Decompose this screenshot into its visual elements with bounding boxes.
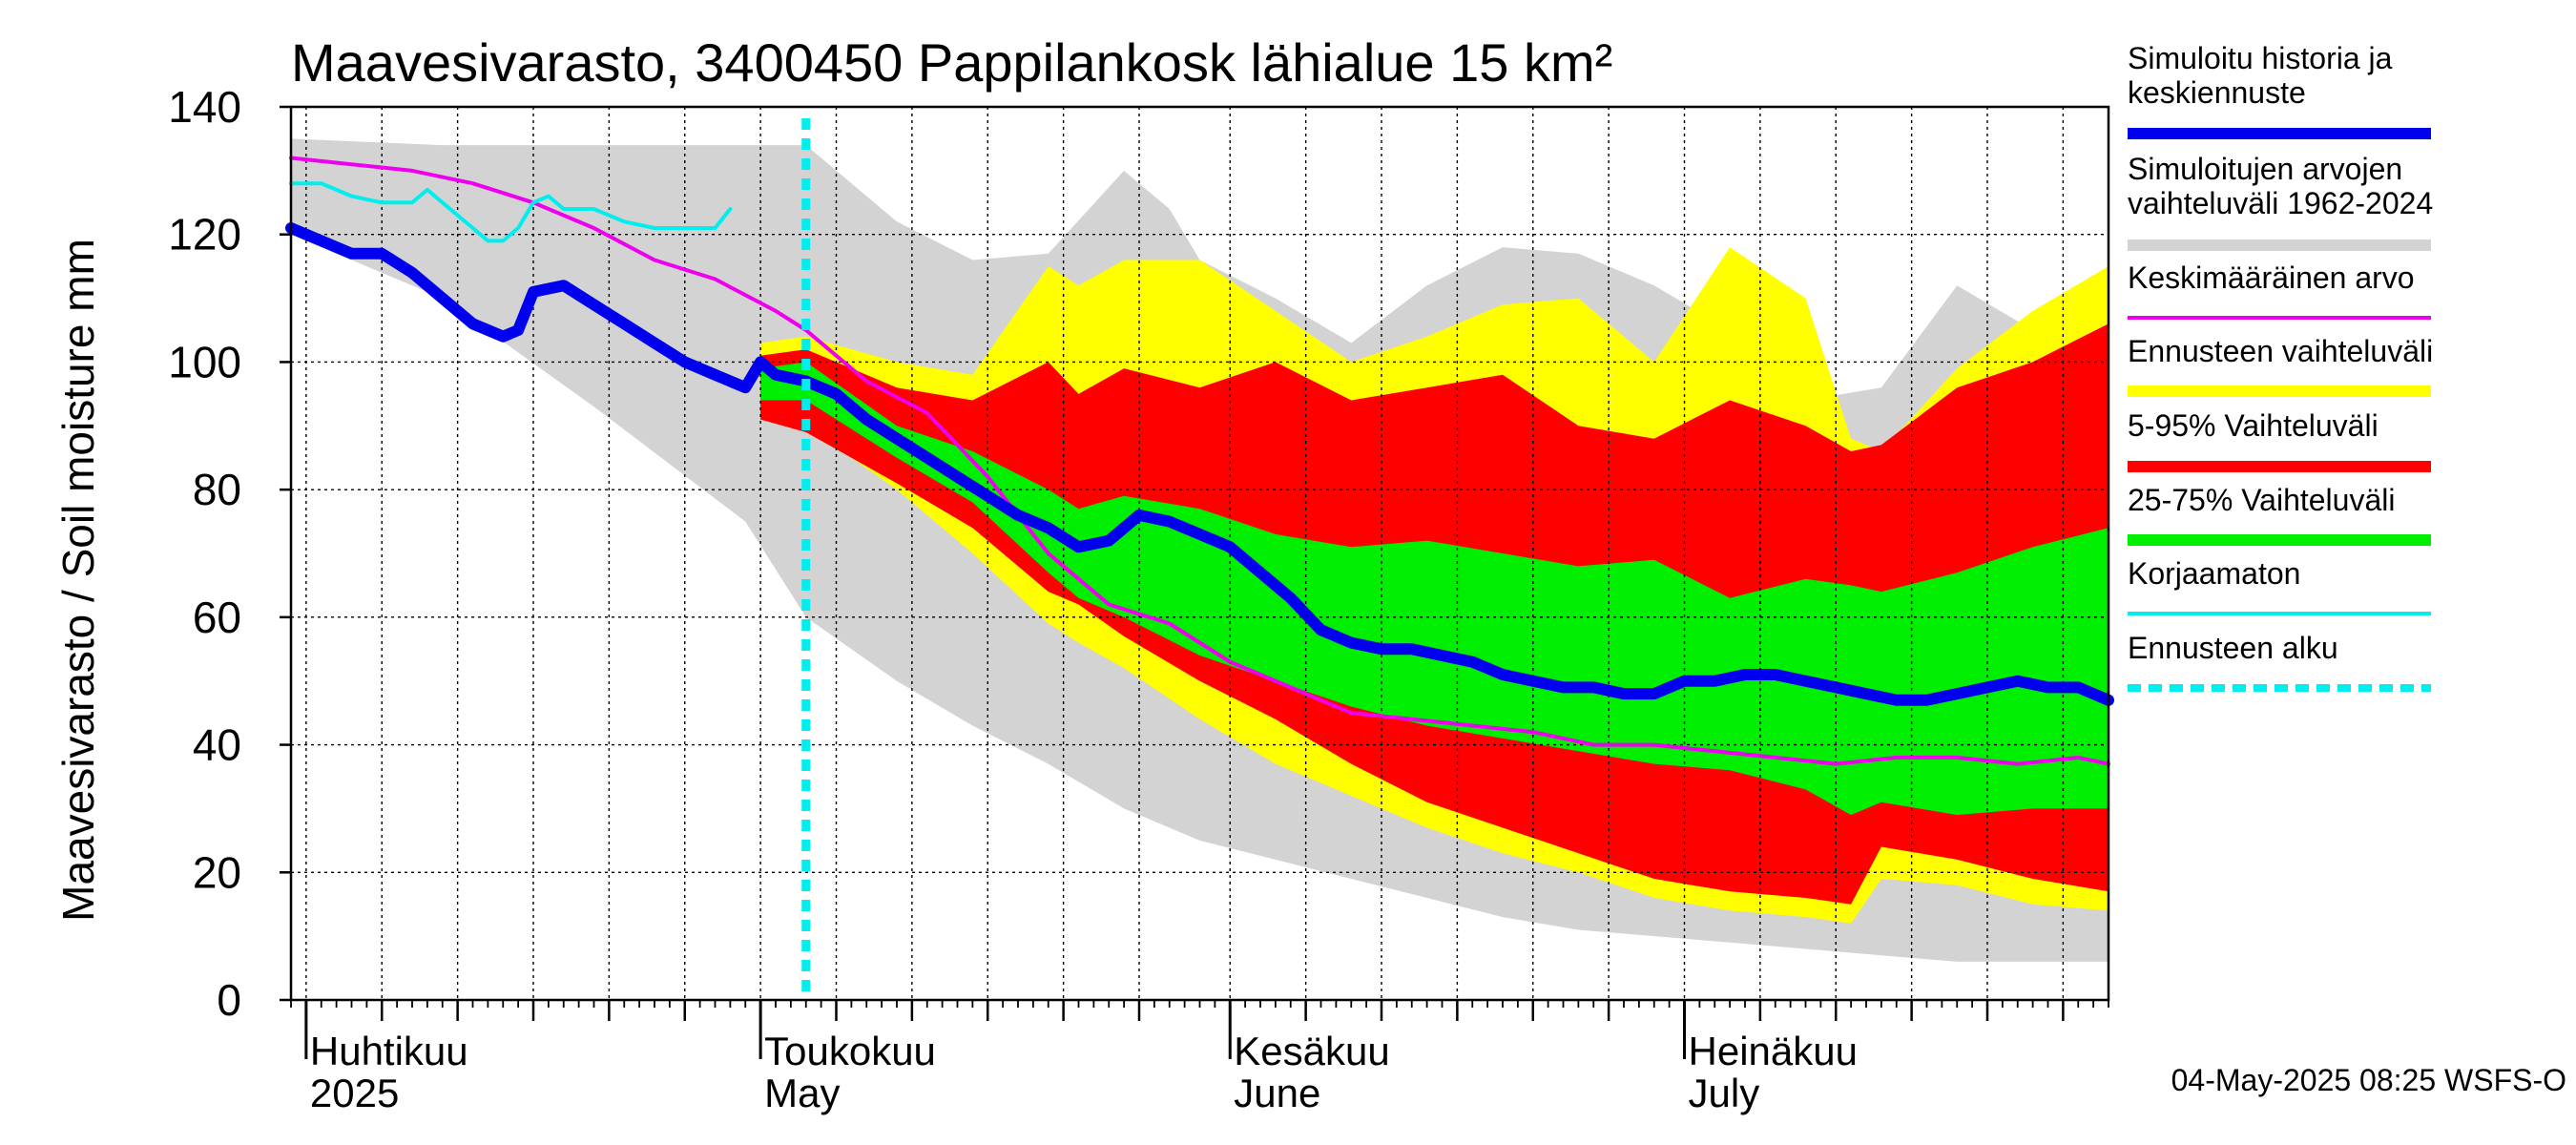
legend-label: 5-95% Vaihteluväli [2128,408,2379,443]
band-3 [760,362,2109,816]
grid-lines [291,107,2109,1000]
legend-label: Simuloitu historia ja [2128,41,2393,75]
month-label-en: 2025 [310,1071,399,1115]
series-line-4 [289,156,2110,766]
legend-label: Keskimääräinen arvo [2128,260,2415,295]
month-label-en: July [1689,1071,1760,1115]
month-label-fi: Heinäkuu [1689,1029,1858,1073]
y-tick-label: 120 [168,210,241,260]
legend-label-line2: vaihteluväli 1962-2024 [2128,186,2433,220]
chart-title: Maavesivarasto, 3400450 Pappilankosk läh… [291,32,1612,93]
legend-label: Korjaamaton [2128,556,2300,591]
legend-label: Ennusteen alku [2128,631,2338,665]
y-tick-label: 60 [193,593,241,642]
month-label-fi: Huhtikuu [310,1029,468,1073]
legend-label-line2: keskiennuste [2128,75,2306,110]
series-line-5 [285,222,2114,706]
y-tick-label: 40 [193,720,241,770]
month-label-en: May [764,1071,840,1115]
y-tick-label: 0 [217,975,241,1025]
month-label-fi: Kesäkuu [1234,1029,1389,1073]
month-label-en: June [1234,1071,1320,1115]
legend-label: Simuloitujen arvojen [2128,152,2402,186]
legend-label: 25-75% Vaihteluväli [2128,483,2395,517]
y-tick-label: 140 [168,82,241,132]
y-tick-label: 80 [193,465,241,514]
y-axis-label: Maavesivarasto / Soil moisture mm [53,239,103,922]
month-label-fi: Toukokuu [764,1029,936,1073]
y-tick-label: 100 [168,337,241,386]
timestamp-footer: 04-May-2025 08:25 WSFS-O [2171,1063,2566,1097]
y-tick-label: 20 [193,847,241,897]
series-line-6 [289,181,733,243]
legend-label: Ennusteen vaihteluväli [2128,334,2433,368]
series-lines [285,118,2114,1000]
plot-area [291,138,2109,962]
